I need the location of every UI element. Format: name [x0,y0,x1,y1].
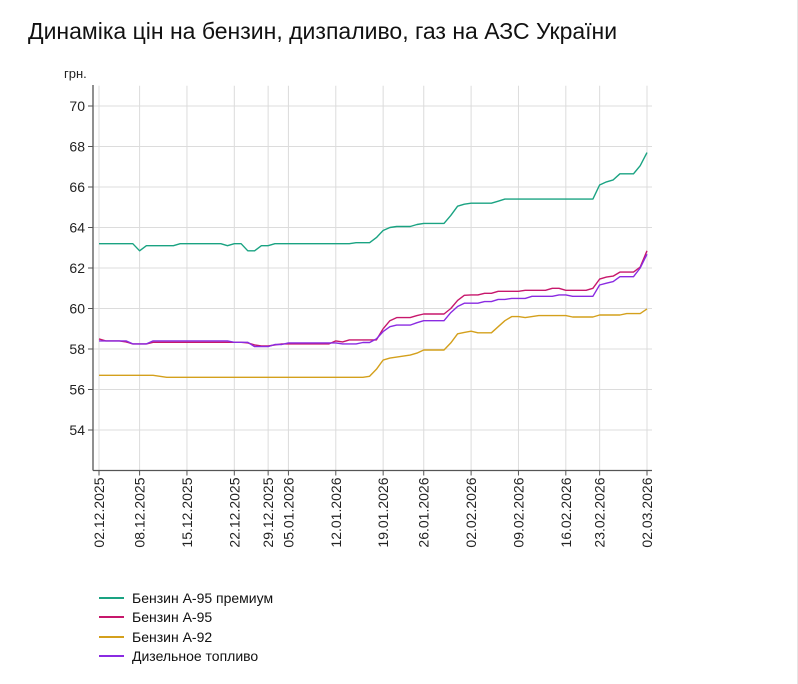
legend-item: Бензин А-95 премиум [99,588,273,608]
x-tick-label: 23.02.2026 [592,477,608,547]
series-line-3 [99,308,648,378]
legend-item: Бензин А-95 [99,608,273,628]
x-tick-label: 02.02.2026 [463,477,479,547]
legend-swatch [99,655,124,658]
x-tick-label: 08.12.2025 [132,477,148,547]
x-tick-label: 19.01.2026 [375,477,391,547]
x-tick-label: 29.12.2025 [260,477,276,547]
x-tick-label: 12.01.2026 [328,477,344,547]
x-tick-label: 02.03.2026 [639,477,655,547]
x-tick-label: 26.01.2026 [416,477,432,547]
legend-label: Бензин А-92 [132,628,213,645]
legend-swatch [99,596,124,599]
y-tick-label: 64 [69,220,85,236]
legend-swatch [99,616,124,619]
series-line-4 [99,253,648,348]
y-tick-label: 68 [69,139,85,155]
y-tick-label: 62 [69,260,85,276]
x-tick-label: 22.12.2025 [226,477,242,547]
y-tick-label: 56 [69,382,85,398]
y-axis-unit-label: грн. [64,66,87,81]
y-tick-label: 66 [69,179,85,195]
y-tick-label: 70 [69,98,85,114]
series-line-2 [98,250,648,347]
legend-label: Дизельное топливо [132,648,259,665]
legend-swatch [99,635,124,638]
legend-label: Бензин А-95 премиум [132,589,274,606]
x-tick-label: 09.02.2026 [510,477,526,547]
legend-label: Бензин А-95 [132,609,213,626]
chart-title: Динаміка цін на бензин, дизпаливо, газ н… [28,18,618,44]
x-tick-label: 15.12.2025 [179,477,195,547]
y-tick-label: 60 [69,301,85,317]
x-tick-label: 16.02.2026 [558,477,574,547]
legend-item: Дизельное топливо [99,647,273,667]
series-line-1 [99,152,648,252]
y-tick-label: 58 [69,341,85,357]
x-tick-label: 05.01.2026 [280,477,296,547]
y-tick-label: 54 [69,422,85,438]
legend-item: Бензин А-92 [99,627,273,647]
legend: Бензин А-95 премиум Бензин А-95 Бензин А-9… [99,588,273,666]
x-tick-label: 02.12.2025 [91,477,107,547]
